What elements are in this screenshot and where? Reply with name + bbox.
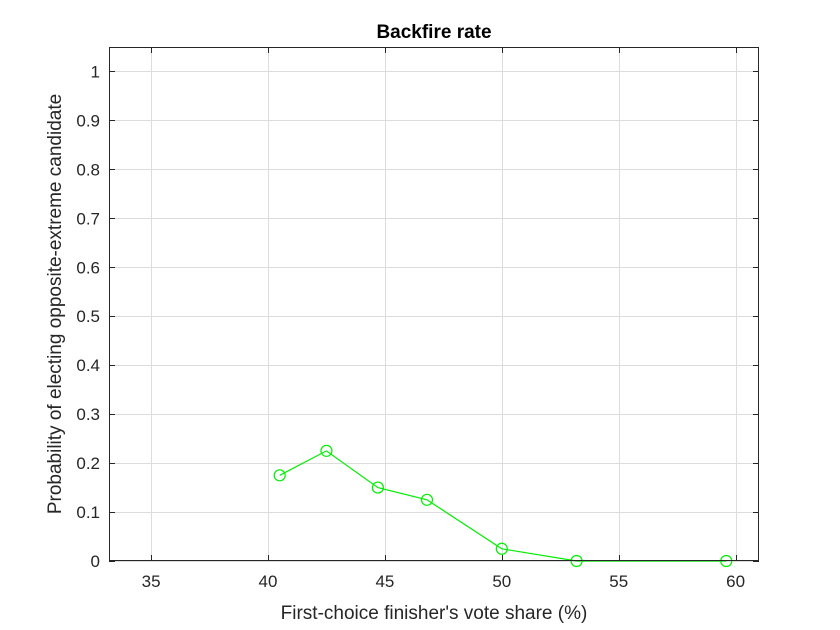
data-point — [320, 444, 333, 457]
x-tick-label: 50 — [492, 572, 511, 591]
grid-lines — [109, 47, 759, 562]
data-point — [371, 481, 384, 494]
x-tick-label: 45 — [375, 572, 394, 591]
y-tick-label: 0.5 — [76, 307, 100, 326]
y-tick-label: 0.2 — [76, 454, 100, 473]
axes-box — [109, 47, 759, 561]
y-tick-label: 0.9 — [76, 111, 100, 130]
y-tick-label: 0.8 — [76, 160, 100, 179]
y-tick-label: 0.1 — [76, 503, 100, 522]
data-point — [273, 469, 286, 482]
x-tick-label: 55 — [609, 572, 628, 591]
y-tick-label: 0.4 — [76, 356, 100, 375]
tick-marks — [109, 47, 759, 562]
y-axis-label: Probability of electing opposite-extreme… — [45, 94, 66, 514]
y-tick-label: 1 — [91, 62, 100, 81]
x-tick-label: 60 — [726, 572, 745, 591]
y-tick-label: 0 — [91, 552, 100, 571]
y-tick-label: 0.6 — [76, 258, 100, 277]
y-tick-label: 0.7 — [76, 209, 100, 228]
y-tick-labels: 0 0.1 0.2 0.3 0.4 0.5 0.6 0.7 0.8 0.9 1 — [76, 62, 100, 571]
plot-area — [109, 47, 759, 561]
x-tick-labels: 35 40 45 50 55 60 — [142, 572, 745, 591]
chart-title: Backfire rate — [376, 22, 491, 43]
x-axis-label: First-choice finisher's vote share (%) — [281, 603, 588, 624]
data-point — [495, 542, 508, 555]
x-tick-label: 35 — [142, 572, 161, 591]
y-tick-label: 0.3 — [76, 405, 100, 424]
x-tick-label: 40 — [259, 572, 278, 591]
data-point — [420, 493, 434, 506]
